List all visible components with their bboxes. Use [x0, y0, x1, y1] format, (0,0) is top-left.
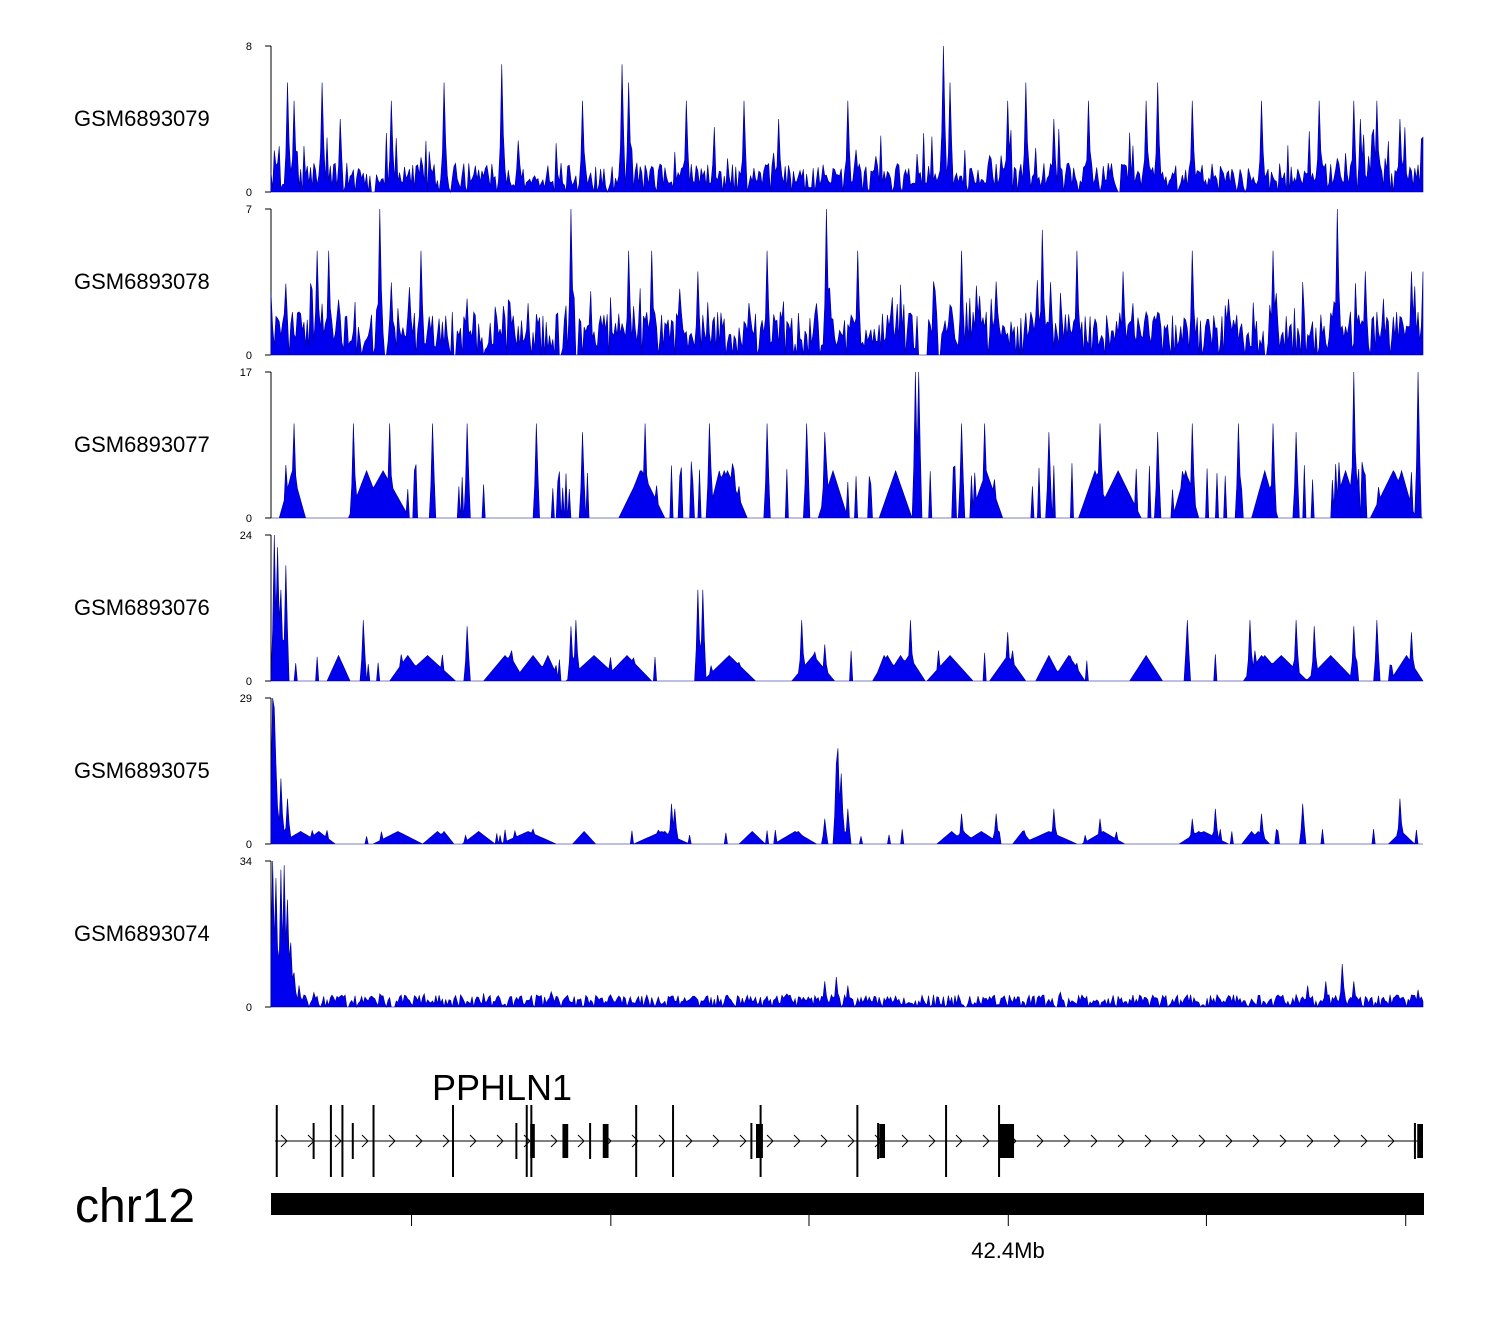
- strand-arrow: [982, 1134, 990, 1148]
- y-min-label: 0: [246, 350, 252, 362]
- coding-exon: [755, 1124, 763, 1158]
- coverage-area: [271, 371, 1423, 519]
- track-GSM6893078: GSM6893078 7 0: [74, 204, 1424, 362]
- coverage-area: [270, 697, 1423, 845]
- strand-arrow: [658, 1134, 666, 1148]
- strand-arrow: [766, 1134, 774, 1148]
- strand-arrow: [847, 1134, 855, 1148]
- coverage-area: [270, 45, 1424, 194]
- strand-arrow: [280, 1134, 288, 1148]
- strand-arrow: [739, 1134, 747, 1148]
- strand-arrow: [334, 1134, 342, 1148]
- strand-arrow: [1063, 1134, 1071, 1148]
- strand-arrow: [1171, 1134, 1179, 1148]
- y-max-label: 29: [240, 693, 252, 705]
- position-tick-label: 42.4Mb: [971, 1238, 1044, 1263]
- strand-arrow: [1090, 1134, 1098, 1148]
- y-max-label: 34: [240, 856, 252, 868]
- track-GSM6893075: GSM6893075 29 0: [74, 693, 1423, 851]
- track-GSM6893074: GSM6893074 34 0: [74, 856, 1424, 1014]
- gene-label: PPHLN1: [432, 1067, 572, 1108]
- strand-arrow: [1198, 1134, 1206, 1148]
- strand-arrow: [1144, 1134, 1152, 1148]
- coverage-area: [270, 534, 1424, 682]
- y-max-label: 8: [246, 41, 252, 53]
- gene-track: PPHLN1: [275, 1067, 1423, 1177]
- y-min-label: 0: [246, 513, 252, 525]
- strand-arrow: [901, 1134, 909, 1148]
- strand-arrow: [577, 1134, 585, 1148]
- strand-arrow: [1225, 1134, 1233, 1148]
- strand-arrow: [955, 1134, 963, 1148]
- strand-arrow: [1333, 1134, 1341, 1148]
- strand-arrow: [1036, 1134, 1044, 1148]
- strand-arrow: [1117, 1134, 1125, 1148]
- track-label: GSM6893079: [74, 106, 210, 131]
- coding-exon: [879, 1124, 886, 1158]
- gene-model: [275, 1105, 1423, 1177]
- strand-arrow: [361, 1134, 369, 1148]
- strand-arrow: [685, 1134, 693, 1148]
- strand-arrow: [1279, 1134, 1287, 1148]
- y-max-label: 7: [246, 204, 252, 216]
- y-min-label: 0: [246, 187, 252, 199]
- y-min-label: 0: [246, 839, 252, 851]
- chromosome-label: chr12: [75, 1180, 195, 1233]
- y-max-label: 24: [240, 530, 252, 542]
- track-label: GSM6893078: [74, 269, 210, 294]
- strand-arrow: [1252, 1134, 1260, 1148]
- coverage-area: [270, 208, 1424, 356]
- y-max-label: 17: [240, 367, 252, 379]
- strand-arrow: [631, 1134, 639, 1148]
- coding-exon: [999, 1124, 1015, 1158]
- y-min-label: 0: [246, 676, 252, 688]
- strand-arrow: [415, 1134, 423, 1148]
- chromosome-track: chr12 42.4Mb: [75, 1180, 1424, 1263]
- coverage-area: [270, 860, 1424, 1009]
- strand-arrow: [550, 1134, 558, 1148]
- track-label: GSM6893076: [74, 595, 210, 620]
- track-GSM6893079: GSM6893079 8 0: [74, 41, 1424, 199]
- coding-exon: [1417, 1124, 1423, 1158]
- strand-arrow: [496, 1134, 504, 1148]
- coding-exon: [602, 1124, 609, 1158]
- strand-arrow: [712, 1134, 720, 1148]
- track-GSM6893076: GSM6893076 24 0: [74, 530, 1424, 688]
- track-label: GSM6893077: [74, 432, 210, 457]
- strand-arrow: [1360, 1134, 1368, 1148]
- y-min-label: 0: [246, 1002, 252, 1014]
- track-label: GSM6893074: [74, 921, 210, 946]
- strand-arrow: [388, 1134, 396, 1148]
- strand-arrow: [793, 1134, 801, 1148]
- coding-exon: [562, 1124, 569, 1158]
- strand-arrow: [442, 1134, 450, 1148]
- coverage-tracks: GSM689307980GSM689307870GSM6893077170GSM…: [74, 41, 1424, 1014]
- chromosome-ticks: [411, 1215, 1407, 1226]
- strand-arrow: [820, 1134, 828, 1148]
- chromosome-bar: [271, 1193, 1424, 1215]
- strand-arrow: [1306, 1134, 1314, 1148]
- strand-arrow: [1387, 1134, 1395, 1148]
- coding-exon: [530, 1124, 535, 1158]
- strand-arrow: [469, 1134, 477, 1148]
- track-label: GSM6893075: [74, 758, 210, 783]
- strand-arrow: [928, 1134, 936, 1148]
- track-GSM6893077: GSM6893077 17 0: [74, 367, 1423, 525]
